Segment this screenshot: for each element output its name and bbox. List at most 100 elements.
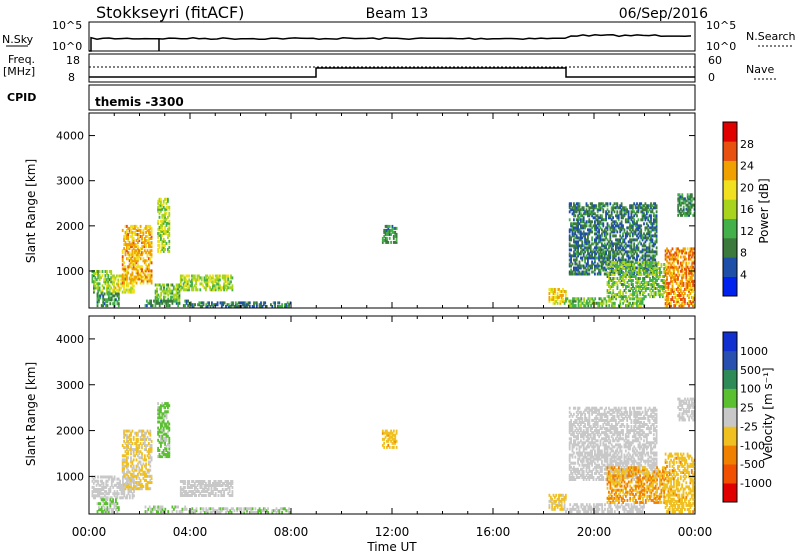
power-echo-cell — [639, 265, 641, 268]
power-echo-cell — [638, 297, 641, 301]
power-echo-cell — [638, 202, 641, 206]
power-echo-cell — [647, 263, 650, 266]
velocity-echo-cell — [231, 486, 234, 489]
power-echo-cell — [157, 247, 159, 251]
power-echo-cell — [688, 253, 690, 257]
velocity-echo-cell — [130, 439, 132, 443]
velocity-echo-cell — [209, 484, 211, 487]
power-echo-cell — [652, 289, 654, 293]
power-echo-cell — [161, 221, 164, 225]
power-echo-cell — [637, 287, 640, 290]
velocity-echo-cell — [137, 462, 139, 466]
power-echo-cell — [160, 297, 163, 301]
velocity-echo-cell — [175, 510, 178, 514]
velocity-echo-cell — [568, 443, 571, 447]
power-echo-cell — [582, 218, 585, 222]
power-echo-cell — [177, 301, 179, 305]
velocity-echo-cell — [570, 437, 572, 441]
velocity-echo-cell — [231, 480, 234, 483]
power-echo-cell — [578, 216, 581, 220]
velocity-echo-cell — [601, 507, 604, 511]
velocity-echo-cell — [616, 507, 619, 511]
power-echo-cell — [615, 254, 617, 258]
power-echo-cell — [150, 271, 153, 275]
velocity-echo-cell — [206, 490, 209, 493]
power-echo-cell — [563, 301, 566, 305]
power-echo-cell — [158, 295, 161, 299]
velocity-echo-cell — [138, 452, 141, 456]
power-echo-cell — [690, 302, 693, 306]
velocity-echo-cell — [212, 492, 214, 495]
power-echo-cell — [681, 281, 683, 285]
power-echo-cell — [191, 288, 193, 292]
power-echo-cell — [588, 264, 591, 268]
power-echo-cell — [575, 266, 578, 270]
power-echo-cell — [615, 297, 617, 301]
power-echo-cell — [220, 286, 223, 290]
power-echo-cell — [124, 249, 127, 253]
power-echo-cell — [131, 255, 134, 259]
velocity-echo-cell — [209, 482, 211, 485]
power-echo-cell — [629, 246, 631, 250]
power-echo-cell — [651, 258, 654, 262]
velocity-echo-cell — [141, 444, 143, 447]
power-echo-cell — [647, 228, 650, 232]
velocity-echo-cell — [224, 488, 227, 491]
power-colorbar-segment — [723, 238, 737, 258]
velocity-echo-cell — [130, 464, 132, 468]
power-echo-cell — [685, 281, 688, 285]
velocity-echo-cell — [143, 437, 146, 441]
velocity-echo-cell — [134, 448, 136, 452]
power-echo-cell — [648, 232, 651, 236]
velocity-echo-cell — [141, 483, 143, 487]
power-echo-cell — [160, 293, 163, 297]
velocity-echo-cell — [604, 503, 606, 507]
power-echo-cell — [133, 284, 135, 288]
velocity-echo-cell — [148, 452, 150, 456]
power-echo-cell — [236, 305, 239, 308]
power-echo-cell — [632, 267, 634, 270]
power-echo-cell — [394, 240, 397, 244]
velocity-echo-cell — [388, 435, 391, 439]
power-echo-cell — [620, 204, 623, 208]
power-echo-cell — [164, 289, 167, 293]
power-echo-cell — [552, 288, 555, 291]
power-echo-cell — [690, 203, 693, 207]
power-echo-cell — [627, 279, 630, 282]
velocity-echo-cell — [560, 505, 563, 509]
power-echo-cell — [678, 193, 681, 197]
power-echo-cell — [622, 267, 624, 270]
power-echo-cell — [689, 265, 692, 269]
power-echo-cell — [219, 278, 221, 282]
power-echo-cell — [386, 230, 388, 234]
power-echo-cell — [145, 269, 147, 273]
power-echo-cell — [160, 229, 162, 233]
power-echo-cell — [191, 278, 193, 282]
power-echo-cell — [685, 273, 688, 277]
power-echo-cell — [217, 280, 220, 284]
velocity-echo-cell — [227, 486, 230, 489]
velocity-echo-cell — [578, 451, 581, 455]
power-echo-cell — [274, 301, 276, 305]
velocity-echo-cell — [551, 497, 554, 501]
power-echo-cell — [641, 254, 644, 258]
power-echo-cell — [602, 218, 605, 222]
power-echo-cell — [130, 279, 132, 283]
power-echo-cell — [601, 252, 603, 256]
power-echo-cell — [578, 202, 581, 206]
velocity-echo-cell — [226, 509, 229, 513]
power-echo-cell — [686, 247, 689, 251]
power-echo-cell — [648, 244, 651, 248]
power-echo-cell — [262, 303, 265, 307]
power-echo-cell — [599, 268, 602, 272]
power-echo-cell — [602, 224, 605, 228]
power-echo-cell — [167, 221, 169, 225]
power-echo-cell — [168, 239, 171, 243]
velocity-echo-cell — [569, 510, 572, 514]
power-echo-cell — [640, 228, 643, 232]
velocity-echo-cell — [165, 416, 168, 420]
power-echo-cell — [688, 213, 690, 217]
velocity-echo-cell — [105, 500, 107, 504]
power-echo-cell — [599, 236, 602, 240]
power-echo-cell — [149, 277, 152, 281]
